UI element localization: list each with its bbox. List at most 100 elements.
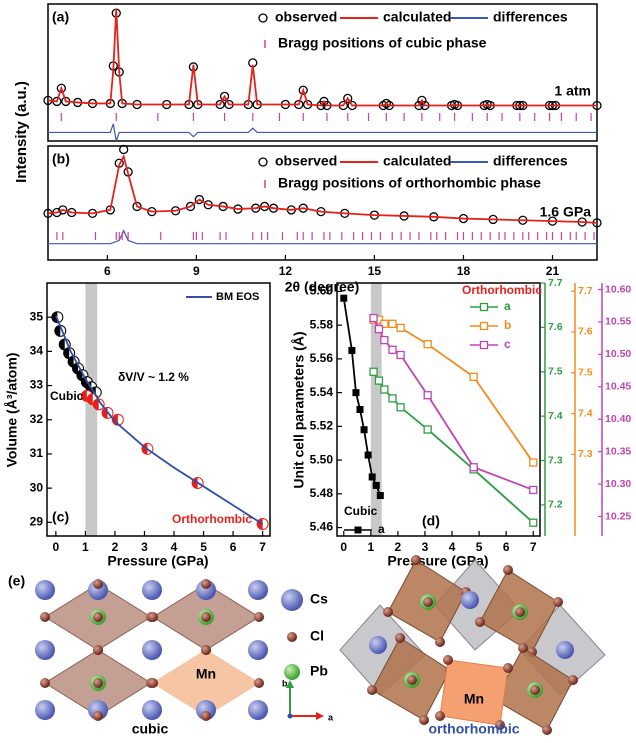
y-tick-label: 7.6 — [578, 326, 593, 338]
cl-atom — [93, 711, 103, 721]
cs-atom — [142, 700, 162, 720]
cl-atom — [553, 597, 563, 607]
y-tick-label: 7.7 — [578, 285, 593, 297]
highlight-band — [85, 283, 97, 536]
panel-label: (d) — [422, 513, 440, 529]
cl-atom — [93, 579, 103, 589]
marker — [530, 486, 537, 493]
x-tick-label: 1 — [82, 540, 89, 554]
y-tick-label: 10.55 — [605, 316, 631, 328]
cl-atom — [395, 633, 405, 643]
marker — [375, 326, 382, 333]
series-label: Cubic — [50, 389, 84, 403]
legend-label: Bragg positions of orthorhombic phase — [278, 175, 541, 191]
y-tick-label: 7.3 — [578, 448, 593, 460]
cs-atom — [556, 641, 574, 659]
cl-atom — [515, 607, 525, 617]
structure-label: orthorhombic — [429, 721, 520, 737]
cl-atom — [367, 685, 377, 695]
cl-atom — [201, 612, 211, 622]
cs-atom — [142, 580, 162, 600]
legend-label: calculated — [383, 153, 451, 169]
legend-label: Pb — [310, 663, 328, 679]
series-label: Orthorhombic — [172, 512, 252, 526]
cl-atom — [201, 579, 211, 589]
y-tick-label: 33 — [30, 378, 44, 392]
marker — [352, 389, 359, 396]
marker — [370, 315, 377, 322]
cl-atom — [435, 711, 445, 721]
cl-atom — [419, 715, 429, 725]
y-tick-label: 10.45 — [605, 381, 631, 393]
y-tick-label: 7.2 — [548, 499, 563, 511]
x-axis-label: Pressure (GPa) — [107, 553, 208, 569]
marker — [470, 373, 477, 380]
y-tick-label: 5.58 — [310, 317, 334, 331]
cl-atom — [423, 597, 433, 607]
x-tick-label: 18 — [457, 264, 471, 278]
y-tick-label: 5.50 — [310, 452, 334, 466]
cl-atom — [542, 725, 552, 735]
series-line — [48, 231, 597, 244]
marker — [259, 14, 267, 22]
panel-label: (e) — [8, 573, 25, 589]
marker — [361, 426, 368, 433]
y-tick-label: 7.5 — [548, 366, 563, 378]
cs-atom — [248, 580, 268, 600]
marker — [530, 519, 537, 526]
marker — [355, 527, 362, 534]
legend-label: a — [378, 522, 385, 536]
marker — [424, 426, 431, 433]
cl-atom — [503, 663, 513, 673]
panel-label: (c) — [52, 509, 69, 525]
y-tick-label: 35 — [30, 309, 44, 323]
series-line — [48, 124, 597, 141]
marker — [357, 406, 364, 413]
legend-label: a — [504, 299, 511, 313]
y-tick-label: 10.60 — [605, 283, 631, 295]
panel-label: (b) — [52, 151, 70, 167]
marker-half — [59, 339, 64, 350]
cl-atom — [383, 607, 393, 617]
y-tick-label: 10.30 — [605, 478, 631, 490]
marker — [381, 386, 388, 393]
cl-atom — [435, 637, 445, 647]
x-tick-label: 0 — [340, 540, 347, 554]
y-tick-label: 7.4 — [548, 410, 563, 422]
y-tick-label: 5.52 — [310, 419, 334, 433]
cl-atom — [148, 678, 158, 688]
marker — [377, 492, 384, 499]
y-tick-label: 32 — [30, 412, 44, 426]
cs-atom — [461, 591, 479, 609]
y-tick-label: 10.40 — [605, 413, 631, 425]
x-tick-label: 6 — [503, 540, 510, 554]
legend-label: differences — [493, 9, 568, 25]
legend-label: Bragg positions of cubic phase — [278, 35, 487, 51]
annotation: 1.6 GPa — [540, 204, 592, 220]
legend-label: BM EOS — [216, 291, 259, 303]
cs-atom — [142, 640, 162, 660]
x-tick-label: 15 — [368, 264, 382, 278]
marker-half — [55, 325, 60, 336]
cl-atom — [568, 675, 578, 685]
marker — [259, 158, 267, 166]
y-tick-label: 10.25 — [605, 510, 631, 522]
dopant-label: Mn — [196, 666, 216, 682]
cl-atom — [503, 565, 513, 575]
x-tick-label: 7 — [530, 540, 537, 554]
y-tick-label: 10.35 — [605, 445, 631, 457]
cl-atom — [148, 612, 158, 622]
arrow-head — [316, 712, 324, 720]
cl-atom — [93, 612, 103, 622]
y-tick-label: 7.6 — [548, 321, 563, 333]
legend-label: Cs — [310, 591, 328, 607]
cs-atom — [248, 700, 268, 720]
y-tick-label: 30 — [30, 480, 44, 494]
cl-atom — [254, 678, 264, 688]
marker — [481, 323, 488, 330]
cs-atom — [35, 640, 55, 660]
marker — [348, 347, 355, 354]
axis-origin — [288, 714, 293, 719]
x-tick-label: 12 — [279, 264, 293, 278]
marker — [481, 304, 488, 311]
